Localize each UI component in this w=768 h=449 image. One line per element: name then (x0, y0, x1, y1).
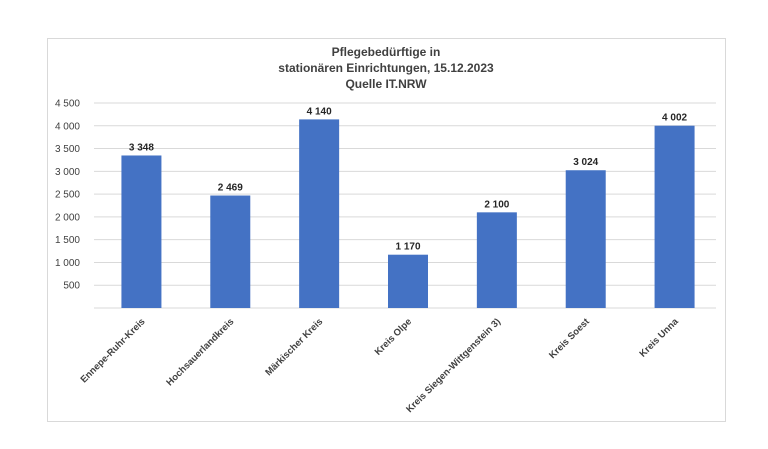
y-tick-label: 2 000 (55, 212, 80, 223)
y-tick-label: 3 500 (55, 144, 80, 155)
category-labels: Ennepe-Ruhr-Kreis Hochsauerlandkreis Märki… (79, 316, 682, 415)
data-label: 3 348 (129, 142, 154, 153)
bar-7 (654, 125, 695, 308)
category-label: Ennepe-Ruhr-Kreis (79, 316, 148, 385)
data-label: 3 024 (573, 157, 598, 168)
y-tick-label: 2 500 (55, 190, 80, 201)
y-tick-label: 4 500 (55, 99, 80, 110)
bar-5 (476, 212, 517, 308)
data-label: 2 469 (218, 183, 243, 194)
data-label: 2 100 (484, 199, 509, 210)
bars (121, 119, 695, 309)
data-label: 1 170 (395, 242, 420, 253)
category-label: Kreis Unna (637, 316, 681, 360)
data-labels: 3 348 2 469 4 140 1 170 2 100 3 024 4 002 (129, 106, 688, 252)
category-label: Märkischer Kreis (263, 316, 325, 378)
y-tick-label: 1 500 (55, 235, 80, 246)
data-label: 4 140 (307, 106, 332, 117)
chart-title-line-3: Quelle IT.NRW (345, 77, 427, 91)
y-axis-ticks: 500 1 000 1 500 2 000 2 500 3 000 3 500 4 000 4 … (55, 99, 80, 292)
category-label: Kreis Soest (547, 316, 592, 361)
category-label: Hochsauerlandkreis (164, 316, 236, 388)
category-label: Kreis Siegen-Wittgenstein 3) (404, 316, 503, 415)
y-tick-label: 4 000 (55, 121, 80, 132)
bar-2 (210, 195, 251, 308)
bar-4 (388, 254, 428, 308)
y-tick-label: 1 000 (55, 258, 80, 269)
chart-title-line-1: Pflegebedürftige in (332, 45, 441, 59)
y-tick-label: 500 (63, 281, 80, 292)
bar-6 (565, 170, 606, 308)
category-label: Kreis Olpe (373, 316, 414, 357)
data-label: 4 002 (662, 113, 687, 124)
y-tick-label: 3 000 (55, 167, 80, 178)
bar-1 (121, 155, 162, 308)
chart-title-line-2: stationären Einrichtungen, 15.12.2023 (278, 61, 494, 75)
bar-3 (299, 119, 340, 309)
chart-title: Pflegebedürftige in stationären Einrichtu… (278, 45, 494, 91)
